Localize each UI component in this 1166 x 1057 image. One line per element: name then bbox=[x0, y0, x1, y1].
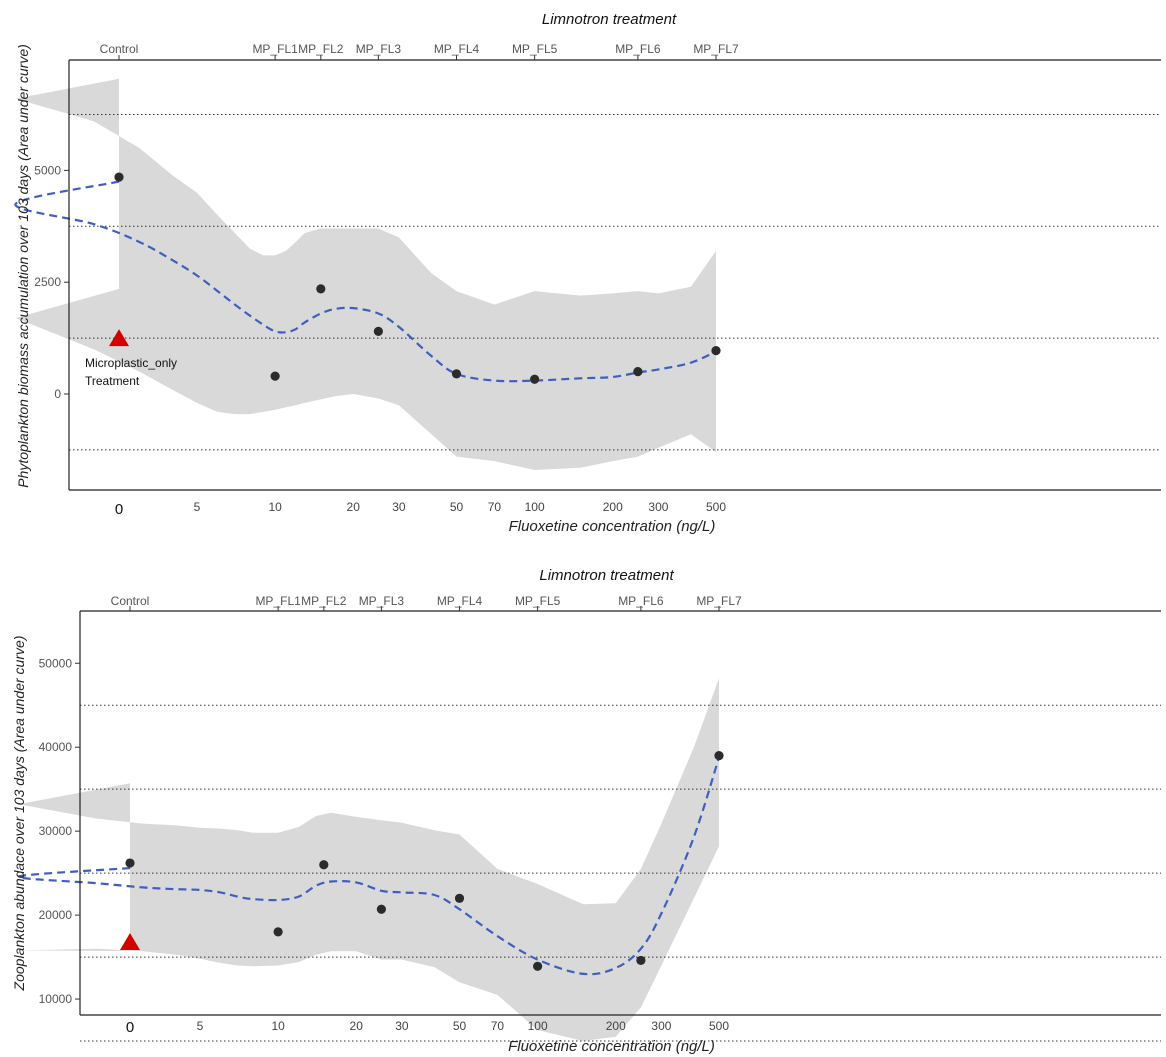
x-tick-label: 10 bbox=[268, 500, 282, 514]
y-tick-label: 0 bbox=[54, 387, 61, 401]
x-tick-label: 70 bbox=[491, 1019, 505, 1033]
treatment-label: MP_FL7 bbox=[693, 42, 739, 56]
x-tick-label: 5 bbox=[194, 500, 201, 514]
x-tick-label: 50 bbox=[453, 1019, 467, 1033]
data-point bbox=[273, 927, 283, 937]
data-point bbox=[636, 955, 646, 966]
y-tick-label: 50000 bbox=[39, 656, 73, 670]
x-tick-label: 0 bbox=[126, 1019, 134, 1036]
data-point bbox=[533, 961, 543, 971]
data-point bbox=[125, 858, 135, 868]
x-tick-label: 10 bbox=[271, 1019, 285, 1033]
annotation-label: Treatment bbox=[85, 374, 140, 388]
chart-title: Limnotron treatment bbox=[542, 11, 677, 28]
annotation-label: Microplastic_only bbox=[85, 356, 177, 370]
confidence-band bbox=[15, 78, 717, 470]
x-tick-label: 300 bbox=[648, 500, 668, 514]
treatment-label: Control bbox=[111, 594, 150, 608]
x-tick-label: 5 bbox=[197, 1019, 204, 1033]
x-tick-label: 0 bbox=[115, 501, 123, 518]
treatment-label: MP_FL5 bbox=[515, 594, 561, 608]
zooplankton-panel: 10000 20000 30000 40000 50000 0 5 10 20 30 50 70 100… bbox=[11, 567, 1161, 1055]
microplastic-only-marker bbox=[109, 329, 129, 347]
x-tick-label: 30 bbox=[392, 500, 406, 514]
data-point bbox=[373, 326, 383, 336]
data-point bbox=[711, 346, 721, 356]
y-axis-label: Phytoplankton biomass accumulation over … bbox=[15, 44, 31, 488]
data-point bbox=[376, 904, 386, 914]
trend-line bbox=[17, 756, 721, 976]
x-tick-label: 200 bbox=[603, 500, 623, 514]
treatment-label: MP_FL6 bbox=[618, 594, 664, 608]
data-point bbox=[454, 893, 465, 903]
x-tick-label: 50 bbox=[450, 500, 464, 514]
treatment-label: MP_FL5 bbox=[512, 42, 558, 56]
treatment-label: MP_FL1 bbox=[252, 42, 298, 56]
y-tick-label: 30000 bbox=[39, 824, 73, 838]
y-tick-label: 20000 bbox=[39, 908, 73, 922]
x-tick-label: 100 bbox=[528, 1019, 548, 1033]
data-point bbox=[319, 860, 329, 870]
treatment-label: MP_FL3 bbox=[359, 594, 405, 608]
x-axis-label: Fluoxetine concentration (ng/L) bbox=[509, 518, 716, 535]
y-tick-label: 40000 bbox=[39, 740, 73, 754]
x-axis-label: Fluoxetine concentration (ng/L) bbox=[508, 1038, 715, 1055]
treatment-label: MP_FL2 bbox=[298, 42, 344, 56]
data-point bbox=[451, 369, 462, 379]
data-point bbox=[316, 284, 326, 294]
x-tick-label: 500 bbox=[706, 500, 726, 514]
microplastic-only-marker bbox=[120, 932, 140, 950]
phytoplankton-panel: Microplastic_only Treatment 0 2500 5000 0 5 10 2… bbox=[14, 11, 1161, 535]
data-point bbox=[270, 371, 280, 381]
trend-line bbox=[14, 180, 717, 383]
y-tick-label: 2500 bbox=[34, 275, 61, 289]
confidence-band bbox=[18, 678, 720, 1041]
x-tick-label: 300 bbox=[651, 1019, 671, 1033]
data-point bbox=[530, 374, 540, 384]
x-tick-label: 20 bbox=[347, 500, 361, 514]
data-point bbox=[714, 750, 724, 761]
x-tick-label: 70 bbox=[488, 500, 502, 514]
treatment-label: MP_FL4 bbox=[437, 594, 483, 608]
chart-title: Limnotron treatment bbox=[539, 567, 674, 584]
treatment-label: MP_FL3 bbox=[356, 42, 402, 56]
data-point bbox=[633, 367, 643, 377]
y-tick-label: 10000 bbox=[39, 992, 73, 1006]
x-tick-label: 100 bbox=[525, 500, 545, 514]
x-tick-label: 200 bbox=[606, 1019, 626, 1033]
y-axis-label: Zooplankton abundace over 103 days (Area… bbox=[11, 636, 27, 992]
y-tick-label: 5000 bbox=[34, 163, 61, 177]
treatment-label: MP_FL4 bbox=[434, 42, 480, 56]
x-tick-label: 20 bbox=[350, 1019, 364, 1033]
treatment-label: MP_FL6 bbox=[615, 42, 661, 56]
treatment-label: MP_FL2 bbox=[301, 594, 347, 608]
x-tick-label: 30 bbox=[395, 1019, 409, 1033]
treatment-label: MP_FL7 bbox=[696, 594, 742, 608]
treatment-label: Control bbox=[100, 42, 139, 56]
data-point bbox=[114, 172, 124, 182]
treatment-label: MP_FL1 bbox=[255, 594, 301, 608]
x-tick-label: 500 bbox=[709, 1019, 729, 1033]
